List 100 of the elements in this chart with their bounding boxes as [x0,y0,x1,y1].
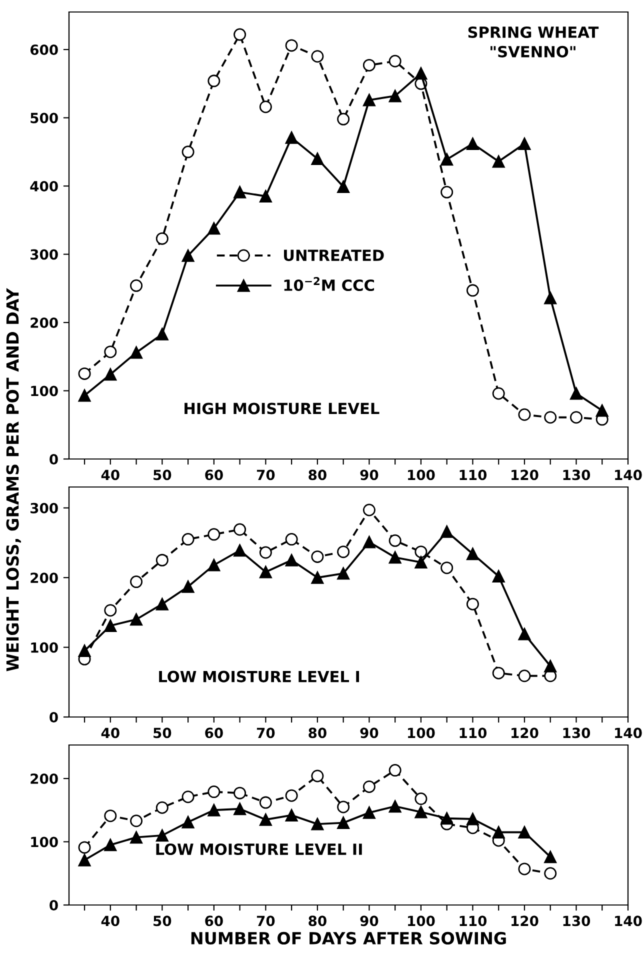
point [337,546,350,558]
point [337,567,350,580]
point [156,328,168,340]
x-tick-label: 70 [256,916,275,926]
point [104,810,117,822]
point [414,556,428,569]
point [362,58,376,72]
point [362,780,376,793]
point [78,854,91,866]
point [362,94,376,106]
point [182,249,194,262]
point [388,54,402,68]
point [544,411,557,424]
point [104,604,117,617]
point [337,112,350,126]
point [414,546,428,558]
point [544,867,557,880]
point [414,806,428,818]
point [259,566,272,578]
point [156,232,168,245]
x-tick-label: 130 [563,470,590,480]
point [156,554,168,566]
x-tick-label: 110 [460,916,487,926]
point [466,137,479,150]
point [78,644,91,658]
point [492,826,505,839]
point [337,180,350,193]
point [78,389,91,402]
y-tick-label: 500 [30,112,58,124]
point [518,628,531,640]
y-tick-label: 0 [50,454,58,464]
point [311,770,324,782]
point [544,660,557,672]
point [414,67,428,80]
x-tick-label: 50 [154,728,172,738]
point [208,528,220,541]
point [440,812,454,825]
point [440,153,454,166]
annotation: SPRING WHEAT "SVENNO" [468,26,599,58]
point [234,802,246,816]
point [285,39,298,52]
point [440,562,454,574]
point [337,816,350,830]
point [544,850,557,864]
point [259,100,272,114]
point [362,536,376,548]
x-tick-label: 110 [460,728,487,738]
point [208,786,220,798]
y-tick-label: 100 [31,386,58,396]
point [104,619,117,632]
point [104,346,117,358]
point [104,368,117,381]
annotation: HIGH MOISTURE LEVEL [184,402,380,414]
x-tick-label: 70 [256,728,275,738]
point [234,523,246,536]
point [130,346,143,359]
point [311,152,324,165]
point [492,570,505,582]
y-tick-label: 600 [30,44,58,56]
y-tick-label: 400 [30,180,58,192]
point [570,411,582,424]
point [234,186,246,198]
point [156,801,168,814]
point [234,28,246,41]
point [234,544,246,557]
x-tick-label: 90 [360,470,378,480]
point [130,279,143,292]
point [440,525,454,538]
point [570,387,582,400]
legend-label: 10$^{−2}$M CCC [284,277,374,292]
point [182,533,194,546]
y-tick-label: 300 [30,249,58,260]
x-axis-title: NUMBER OF DAYS AFTER SOWING [191,932,506,945]
point [130,613,143,626]
point [466,284,479,297]
x-tick-label: 40 [101,916,120,926]
point [78,367,91,380]
y-axis-title: WEIGHT LOSS, GRAMS PER POT AND DAY [6,288,21,672]
x-tick-label: 60 [205,470,223,480]
x-tick-label: 100 [408,916,435,926]
point [285,789,298,802]
point [388,534,402,547]
x-tick-label: 120 [512,916,538,926]
x-tick-label: 80 [308,728,326,738]
point [182,790,194,804]
point [518,826,531,839]
point [388,551,402,564]
point [182,816,194,828]
point [285,808,298,822]
x-tick-label: 140 [615,916,642,926]
point [388,90,402,102]
point [518,408,531,421]
x-tick-label: 90 [360,916,378,926]
point [492,666,505,680]
point [208,804,220,816]
x-tick-label: 50 [154,916,172,926]
y-tick-label: 100 [31,642,58,653]
point [259,546,272,559]
x-tick-label: 60 [205,728,223,738]
point [208,222,220,235]
